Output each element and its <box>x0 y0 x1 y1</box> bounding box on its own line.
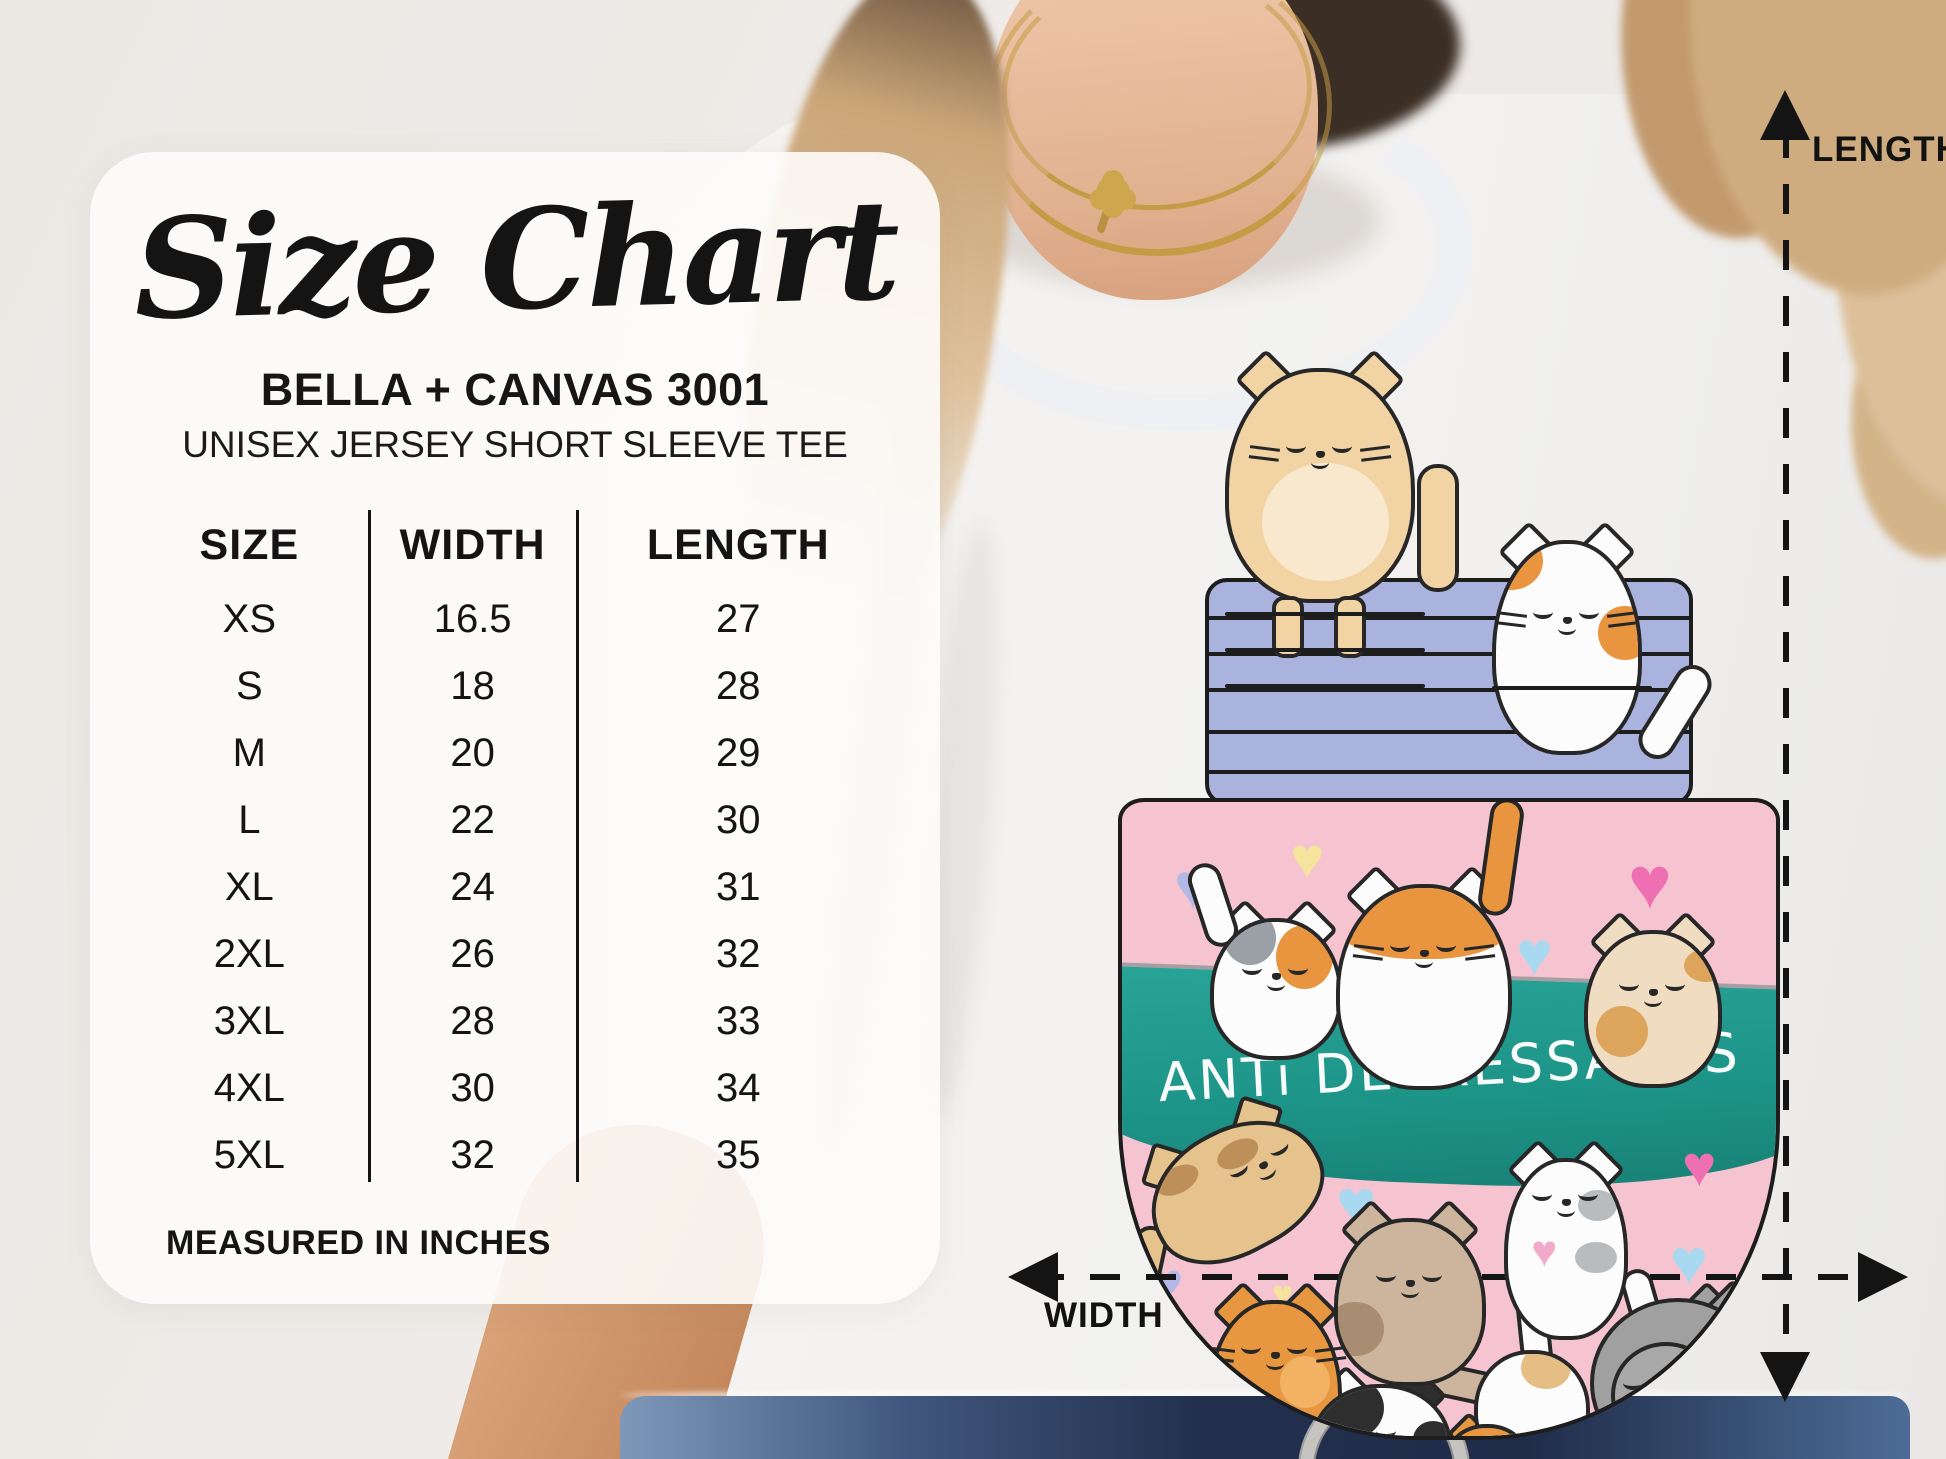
cell-length: 31 <box>716 865 761 909</box>
header-size: SIZE <box>199 520 300 569</box>
cell-length: 33 <box>716 999 761 1043</box>
table-row: M 20 29 <box>130 720 900 787</box>
cell-width: 32 <box>450 1133 495 1177</box>
heart-icon: ♥ <box>1628 841 1672 924</box>
length-dashed-line <box>1783 128 1789 1364</box>
cell-size: L <box>238 798 261 842</box>
blonde-hair-right <box>1430 0 1946 600</box>
cell-width: 20 <box>450 731 495 775</box>
cell-length: 30 <box>716 798 761 842</box>
white-cat-tail-up-illustration <box>1474 1282 1590 1436</box>
cell-length: 29 <box>716 731 761 775</box>
lid-line-over-cat <box>1225 648 1425 652</box>
cat-paw <box>1334 596 1366 658</box>
page-title: Size Chart <box>131 168 899 351</box>
jar-body: ♥ ♥ ♥ ♥ ♥ ♥ ANTi DEPRESSANTS <box>1118 798 1780 1440</box>
cell-width: 26 <box>450 932 495 976</box>
arrow-down-icon <box>1760 1352 1810 1402</box>
arrow-up-icon <box>1760 90 1810 140</box>
cell-size: 3XL <box>213 999 285 1043</box>
tuxedo-cat-illustration <box>1310 1364 1452 1436</box>
flower-pendant <box>1096 176 1130 210</box>
cell-width: 28 <box>450 999 495 1043</box>
header-length: LENGTH <box>646 520 830 569</box>
cell-width: 16.5 <box>433 597 512 641</box>
tabby-cat-illustration <box>1584 910 1766 1108</box>
size-chart-panel: Size Chart BELLA + CANVAS 3001 UNISEX JE… <box>90 152 940 1304</box>
cell-size: XL <box>224 865 274 909</box>
table-row: XL 24 31 <box>130 854 900 921</box>
brand-line: BELLA + CANVAS 3001 <box>260 364 770 415</box>
cat-on-lid-illustration <box>1225 348 1459 603</box>
lid-line-over-cat <box>1492 686 1652 690</box>
calico-cat-illustration <box>1183 858 1342 1060</box>
header-width: WIDTH <box>399 520 546 569</box>
orange-white-cat-illustration <box>1336 802 1527 1090</box>
table-row: 5XL 32 35 <box>130 1122 900 1189</box>
cell-width: 24 <box>450 865 495 909</box>
sleeping-brown-cat-illustration <box>1334 1198 1529 1414</box>
heart-icon: ♥ <box>1670 1226 1708 1298</box>
column-divider <box>576 510 579 1182</box>
length-label: LENGTH <box>1812 130 1946 169</box>
cell-size: 4XL <box>213 1066 285 1110</box>
cell-length: 34 <box>716 1066 761 1110</box>
table-row: S 18 28 <box>130 653 900 720</box>
model-neck <box>988 0 1318 300</box>
cell-width: 30 <box>450 1066 495 1110</box>
cell-size: 2XL <box>213 932 285 976</box>
units-footnote: MEASURED IN INCHES <box>166 1224 551 1262</box>
heart-icon: ♥ <box>1516 920 1553 989</box>
lid-line-over-cat <box>1225 684 1425 688</box>
table-header-row: SIZE WIDTH LENGTH <box>130 504 900 586</box>
size-table: SIZE WIDTH LENGTH XS 16.5 27 S 18 28 M 2… <box>130 504 900 1189</box>
heart-icon: ♥ <box>1290 826 1325 891</box>
cell-width: 22 <box>450 798 495 842</box>
cell-size: M <box>232 731 266 775</box>
width-label: WIDTH <box>1044 1296 1164 1335</box>
table-row: 2XL 26 32 <box>130 921 900 988</box>
cell-size: XS <box>222 597 277 641</box>
arrow-left-icon <box>1008 1252 1058 1302</box>
cell-length: 32 <box>716 932 761 976</box>
table-row: 4XL 30 34 <box>130 1055 900 1122</box>
cell-length: 35 <box>716 1133 761 1177</box>
curled-gray-cat-illustration <box>1590 1278 1766 1436</box>
cat-paw <box>1272 596 1304 658</box>
cell-size: 5XL <box>213 1133 285 1177</box>
cell-width: 18 <box>450 664 495 708</box>
heart-icon: ♥ <box>1682 1134 1717 1199</box>
white-striped-cat-illustration: ♥ <box>1504 1138 1675 1365</box>
table-row: 3XL 28 33 <box>130 988 900 1055</box>
product-line: UNISEX JERSEY SHORT SLEEVE TEE <box>182 424 848 465</box>
cell-size: S <box>236 664 263 708</box>
cell-length: 28 <box>716 664 761 708</box>
table-row: L 22 30 <box>130 787 900 854</box>
column-divider <box>368 510 371 1182</box>
cell-length: 27 <box>716 597 761 641</box>
heart-icon: ♥ <box>1531 1227 1558 1277</box>
lid-line-over-cat <box>1225 612 1425 616</box>
table-row: XS 16.5 27 <box>130 586 900 653</box>
cat-peeking-lid-illustration <box>1492 520 1719 767</box>
arrow-right-icon <box>1858 1252 1908 1302</box>
